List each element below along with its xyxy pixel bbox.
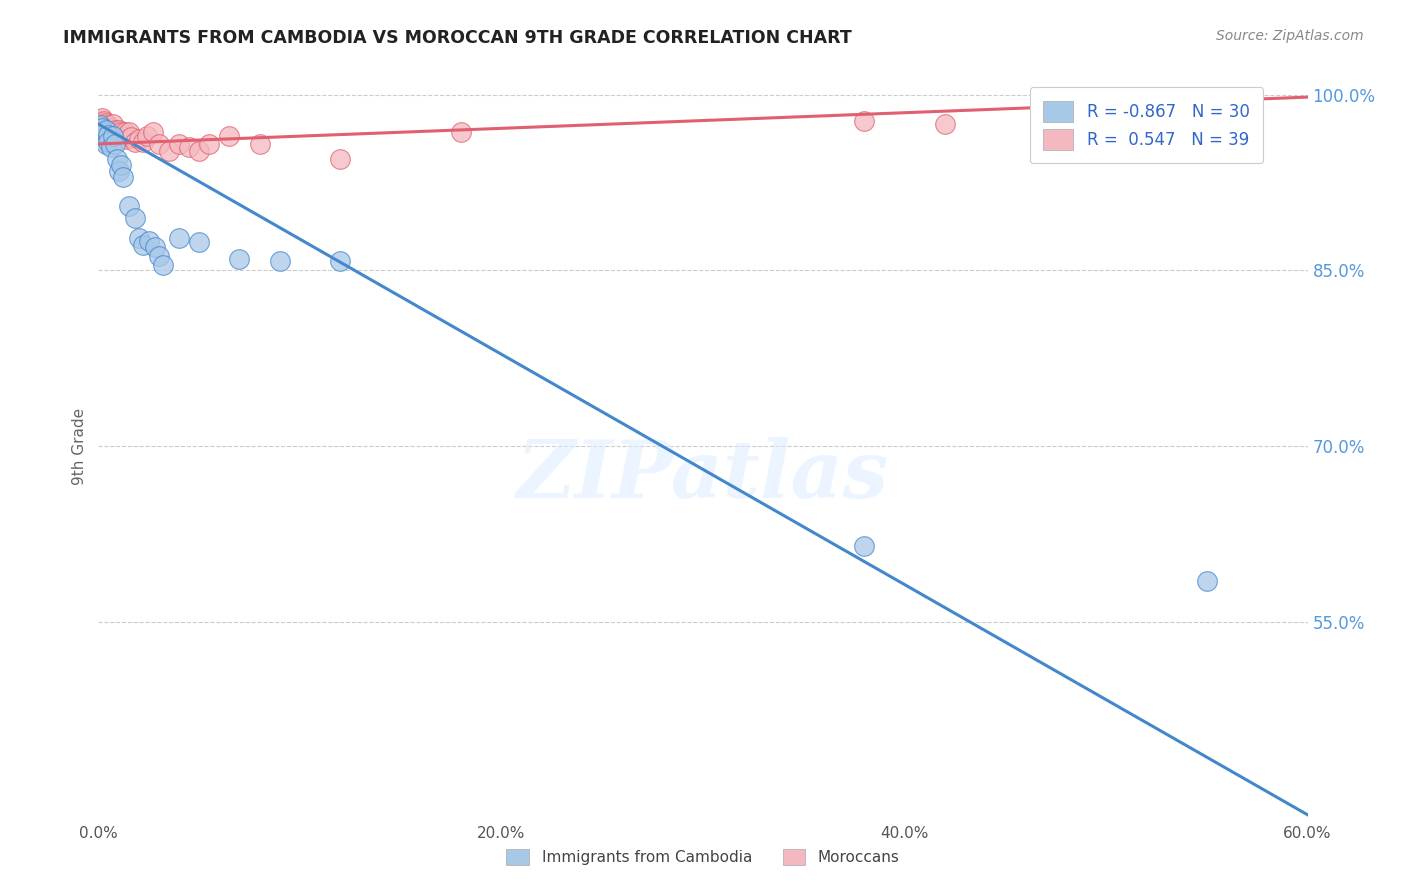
Point: [96, 116, 118, 130]
Legend: R = -0.867   N = 30, R =  0.547   N = 39: R = -0.867 N = 30, R = 0.547 N = 39: [1031, 87, 1263, 163]
Text: IMMIGRANTS FROM CAMBODIA VS MOROCCAN 9TH GRADE CORRELATION CHART: IMMIGRANTS FROM CAMBODIA VS MOROCCAN 9TH…: [63, 29, 852, 46]
Point: [218, 128, 240, 143]
Point: [138, 234, 160, 248]
Point: [188, 235, 211, 250]
Point: [269, 254, 291, 268]
Text: ZIPatlas: ZIPatlas: [517, 437, 889, 515]
Point: [853, 113, 876, 128]
Point: [100, 140, 122, 154]
Point: [198, 136, 221, 151]
Point: [167, 136, 190, 151]
Point: [105, 152, 128, 166]
Point: [103, 136, 125, 151]
Point: [91, 112, 114, 126]
Point: [89, 117, 111, 131]
Point: [120, 130, 142, 145]
Point: [118, 125, 141, 139]
Point: [329, 254, 352, 268]
Point: [103, 123, 125, 137]
Point: [111, 128, 134, 143]
Point: [101, 128, 124, 143]
Point: [100, 120, 122, 135]
Point: [132, 237, 155, 252]
Y-axis label: 9th Grade: 9th Grade: [72, 408, 87, 484]
Point: [148, 249, 170, 263]
Point: [97, 135, 120, 149]
Point: [97, 118, 120, 132]
Point: [115, 132, 138, 146]
Point: [107, 164, 129, 178]
Point: [93, 125, 115, 139]
Point: [96, 136, 118, 151]
Point: [329, 152, 352, 166]
Point: [118, 199, 141, 213]
Point: [135, 128, 157, 143]
Point: [143, 240, 166, 254]
Point: [110, 125, 132, 139]
Point: [101, 117, 124, 131]
Point: [128, 132, 150, 146]
Point: [89, 118, 111, 132]
Point: [228, 252, 250, 266]
Point: [249, 136, 271, 151]
Point: [91, 120, 114, 135]
Point: [124, 211, 146, 225]
Point: [128, 230, 150, 244]
Point: [152, 258, 174, 272]
Point: [132, 135, 155, 149]
Point: [188, 144, 211, 158]
Point: [93, 130, 115, 145]
Point: [124, 135, 146, 149]
Point: [97, 123, 120, 137]
Point: [157, 144, 180, 158]
Point: [450, 125, 472, 139]
Text: Source: ZipAtlas.com: Source: ZipAtlas.com: [1216, 29, 1364, 43]
Point: [110, 158, 132, 172]
Point: [105, 125, 128, 139]
Point: [167, 230, 190, 244]
Point: [111, 169, 134, 184]
Point: [179, 140, 201, 154]
Point: [142, 125, 165, 139]
Point: [97, 128, 120, 142]
Point: [934, 117, 956, 131]
Point: [107, 123, 129, 137]
Point: [96, 120, 118, 135]
Point: [96, 123, 118, 137]
Point: [114, 125, 136, 139]
Point: [91, 120, 114, 135]
Point: [93, 118, 115, 132]
Point: [89, 113, 111, 128]
Point: [93, 113, 115, 128]
Point: [148, 136, 170, 151]
Point: [91, 116, 114, 130]
Point: [1195, 574, 1218, 588]
Legend: Immigrants from Cambodia, Moroccans: Immigrants from Cambodia, Moroccans: [501, 843, 905, 871]
Point: [853, 539, 876, 553]
